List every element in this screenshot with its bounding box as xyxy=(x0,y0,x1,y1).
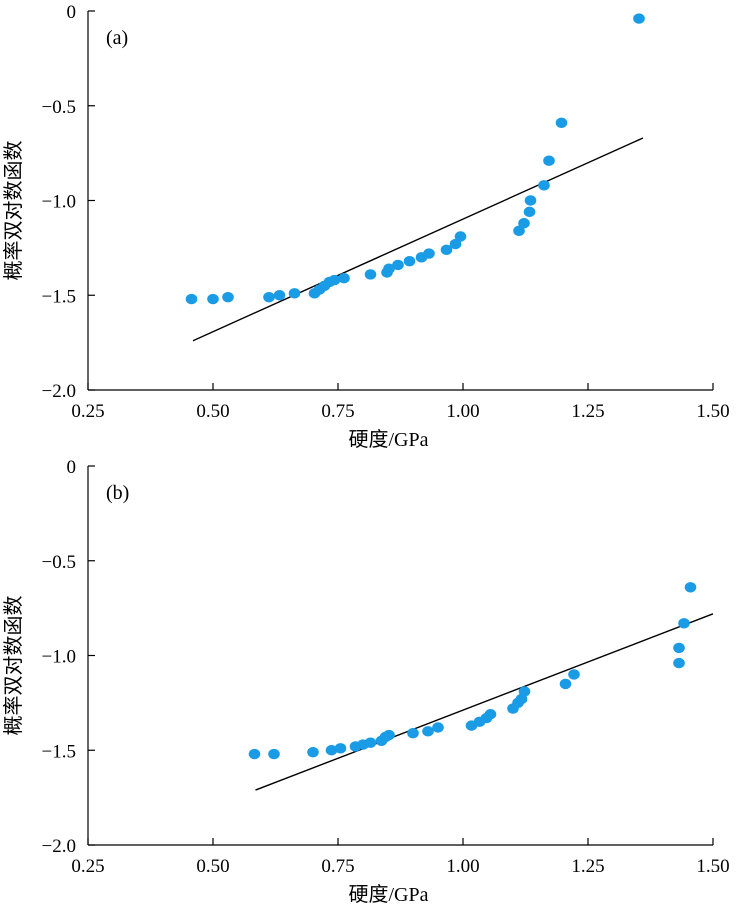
data-point xyxy=(383,263,395,274)
fit-line xyxy=(255,613,714,791)
data-point xyxy=(334,743,347,754)
data-point xyxy=(633,13,645,24)
data-point xyxy=(403,255,416,267)
data-point xyxy=(207,293,219,305)
data-point xyxy=(673,657,685,669)
data-point xyxy=(392,259,404,271)
y-tick-label: −1.0 xyxy=(42,647,76,668)
x-tick-label: 1.00 xyxy=(446,401,479,422)
y-tick-label: −1.5 xyxy=(42,286,76,307)
data-point xyxy=(484,709,497,720)
data-point xyxy=(288,288,301,299)
data-point xyxy=(513,225,525,237)
x-tick-label: 0.50 xyxy=(196,401,229,422)
data-point xyxy=(518,218,530,229)
data-point xyxy=(338,272,350,284)
x-axis-label: 硬度/GPa xyxy=(349,883,429,906)
data-point xyxy=(684,582,697,593)
data-point xyxy=(407,727,419,739)
x-tick-label: 0.75 xyxy=(321,856,354,877)
data-point xyxy=(524,195,537,206)
data-point xyxy=(222,291,234,303)
y-tick-label: −2.0 xyxy=(42,836,76,857)
y-tick-label: −1.0 xyxy=(42,192,76,213)
x-tick-label: 1.25 xyxy=(571,401,604,422)
x-tick-label: 0.25 xyxy=(71,401,104,422)
data-point xyxy=(325,745,338,756)
y-tick-label: −0.5 xyxy=(42,97,76,118)
y-axis-label: 概率双对数函数 xyxy=(2,141,25,281)
y-tick-label: −1.5 xyxy=(42,741,76,762)
y-tick-label: −2.0 xyxy=(42,381,76,402)
x-tick-label: 0.25 xyxy=(71,856,104,877)
chart-panel-a: 0.25 0.50 0.75 1.00 1.25 1.50 0 −0.5 −1.0 −1.5 −2.… xyxy=(2,2,730,451)
fit-line xyxy=(192,137,644,342)
y-axis-label: 概率双对数函数 xyxy=(2,596,25,736)
chart-panel-b: 0.25 0.50 0.75 1.00 1.25 1.50 0 −0.5 −1.0 −1.5 −2.… xyxy=(2,457,730,906)
x-tick-label: 1.25 xyxy=(571,856,604,877)
x-tick-label: 1.00 xyxy=(446,856,479,877)
data-point xyxy=(273,290,286,301)
y-tick-label: −0.5 xyxy=(42,552,76,573)
data-point xyxy=(185,293,198,305)
x-tick-label: 0.50 xyxy=(196,856,229,877)
data-point xyxy=(263,291,275,303)
data-point xyxy=(440,244,453,255)
x-tick-label: 1.50 xyxy=(696,401,729,422)
data-point xyxy=(449,238,462,250)
data-point xyxy=(518,686,531,697)
x-tick-label: 1.50 xyxy=(696,856,729,877)
data-point xyxy=(328,274,341,286)
data-point xyxy=(454,231,467,242)
y-tick-label: 0 xyxy=(67,457,77,478)
data-point xyxy=(422,726,434,737)
data-point xyxy=(432,722,444,733)
data-point xyxy=(307,746,319,758)
data-point xyxy=(678,618,690,629)
panel-label: (a) xyxy=(106,27,128,49)
data-point xyxy=(383,729,395,741)
data-point xyxy=(364,737,377,748)
data-point xyxy=(423,248,435,259)
data-point xyxy=(568,669,580,680)
data-point xyxy=(559,678,572,690)
panel-label: (b) xyxy=(106,482,129,504)
data-point xyxy=(364,269,377,280)
x-tick-label: 0.75 xyxy=(321,401,354,422)
x-axis-label: 硬度/GPa xyxy=(349,428,429,451)
data-point xyxy=(268,748,280,760)
data-point xyxy=(543,155,555,166)
data-point xyxy=(523,206,536,218)
data-point xyxy=(555,117,568,129)
y-tick-label: 0 xyxy=(67,2,77,23)
data-point xyxy=(673,642,685,654)
data-point xyxy=(248,748,261,760)
data-point xyxy=(538,180,550,191)
